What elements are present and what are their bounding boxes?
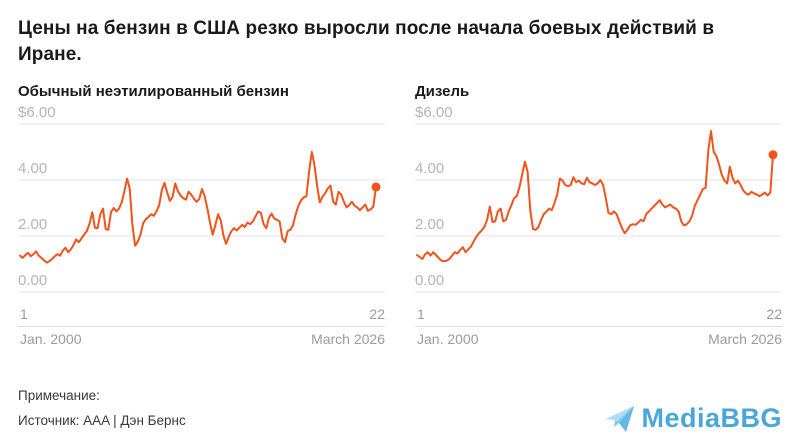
x-end-day: 22 <box>369 306 385 323</box>
footer-notes: Примечание: Источник: AAA | Дэн Бернс <box>18 383 186 434</box>
charts-row: Обычный неэтилированный бензин $6.00 4.00… <box>18 83 782 347</box>
svg-text:4.00: 4.00 <box>18 160 47 177</box>
x-axis-dates: Jan. 2000 March 2026 <box>18 331 385 347</box>
svg-text:$6.00: $6.00 <box>18 104 56 121</box>
x-axis-line <box>415 326 782 328</box>
svg-text:0.00: 0.00 <box>415 272 444 289</box>
svg-text:$6.00: $6.00 <box>415 104 453 121</box>
chart-gasoline: Обычный неэтилированный бензин $6.00 4.00… <box>18 83 385 347</box>
x-axis-line <box>18 326 385 328</box>
x-start-date: Jan. 2000 <box>417 331 479 348</box>
x-axis-dates: Jan. 2000 March 2026 <box>415 331 782 347</box>
note-label: Примечание: <box>18 387 100 403</box>
footer: Примечание: Источник: AAA | Дэн Бернс Me… <box>18 383 782 434</box>
media-logo: MediaBBG <box>605 403 782 434</box>
x-start-date: Jan. 2000 <box>20 331 82 348</box>
svg-text:0.00: 0.00 <box>18 272 47 289</box>
chart-gasoline-title: Обычный неэтилированный бензин <box>18 83 289 101</box>
x-end-date: March 2026 <box>708 331 782 348</box>
svg-text:4.00: 4.00 <box>415 160 444 177</box>
svg-text:2.00: 2.00 <box>415 216 444 233</box>
x-start-day: 1 <box>20 306 28 323</box>
x-start-day: 1 <box>417 306 425 323</box>
chart-diesel: Дизель $6.00 4.00 2.00 0.00 1 22 Jan. 2000 … <box>415 83 782 347</box>
diesel-line-chart: $6.00 4.00 2.00 0.00 <box>415 104 782 293</box>
source-line: Источник: AAA | Дэн Бернс <box>18 413 186 429</box>
paper-plane-icon <box>605 405 635 433</box>
svg-text:2.00: 2.00 <box>18 216 47 233</box>
x-axis-days: 1 22 <box>18 306 385 326</box>
gasoline-line-chart: $6.00 4.00 2.00 0.00 <box>18 104 385 293</box>
page-title: Цены на бензин в США резко выросли после… <box>18 18 715 65</box>
chart-diesel-title: Дизель <box>415 83 470 101</box>
x-axis-days: 1 22 <box>415 306 782 326</box>
x-end-date: March 2026 <box>311 331 385 348</box>
x-end-day: 22 <box>766 306 782 323</box>
logo-text: MediaBBG <box>641 403 782 433</box>
